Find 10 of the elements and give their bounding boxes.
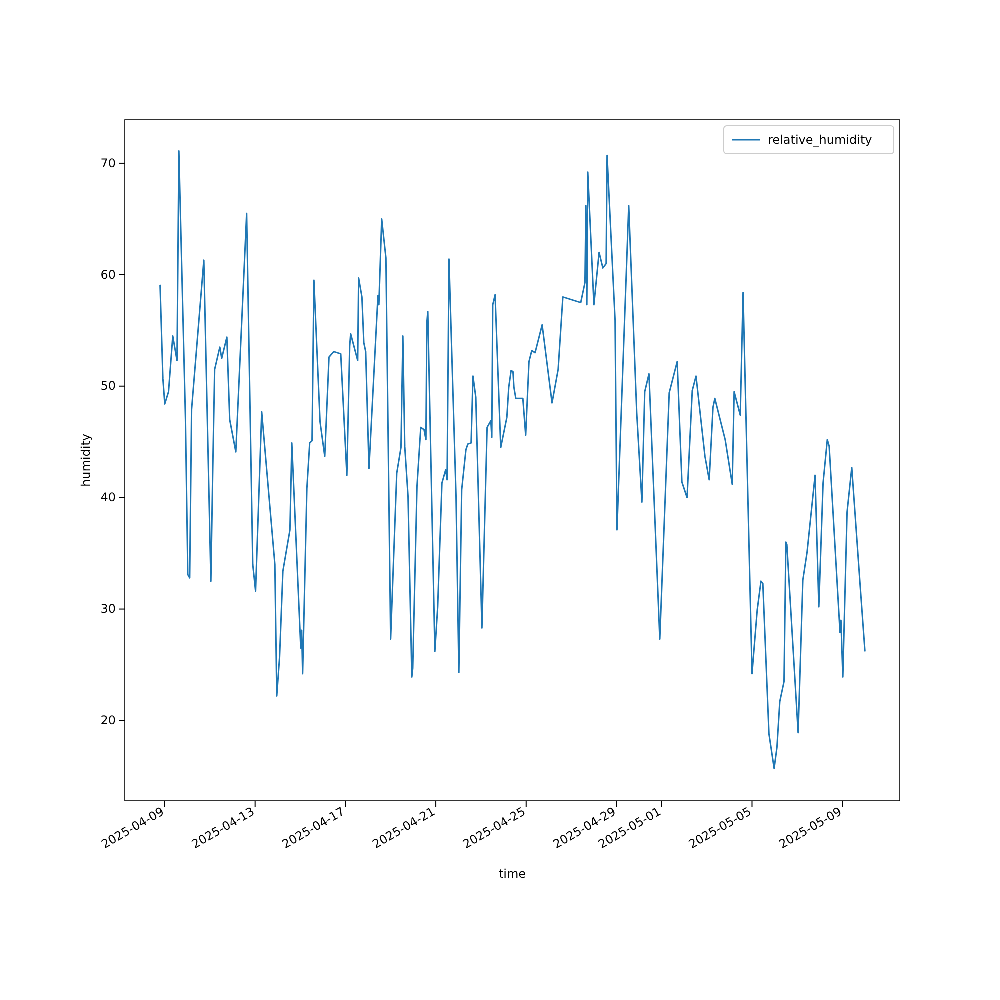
y-tick-label: 60	[100, 268, 116, 282]
y-tick-label: 50	[100, 379, 116, 394]
y-tick-label: 20	[100, 714, 116, 728]
line-series	[160, 150, 866, 770]
y-axis-title: humidity	[79, 434, 93, 487]
y-tick-label: 70	[100, 156, 116, 170]
y-tick-label: 40	[100, 490, 116, 505]
y-tick-label: 30	[100, 602, 116, 616]
legend-label: relative_humidity	[768, 133, 872, 147]
x-axis-title: time	[498, 867, 526, 881]
